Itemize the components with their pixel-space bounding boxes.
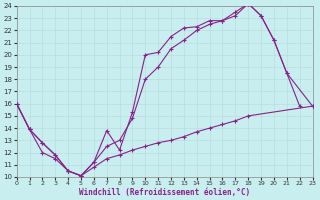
X-axis label: Windchill (Refroidissement éolien,°C): Windchill (Refroidissement éolien,°C)	[79, 188, 250, 197]
